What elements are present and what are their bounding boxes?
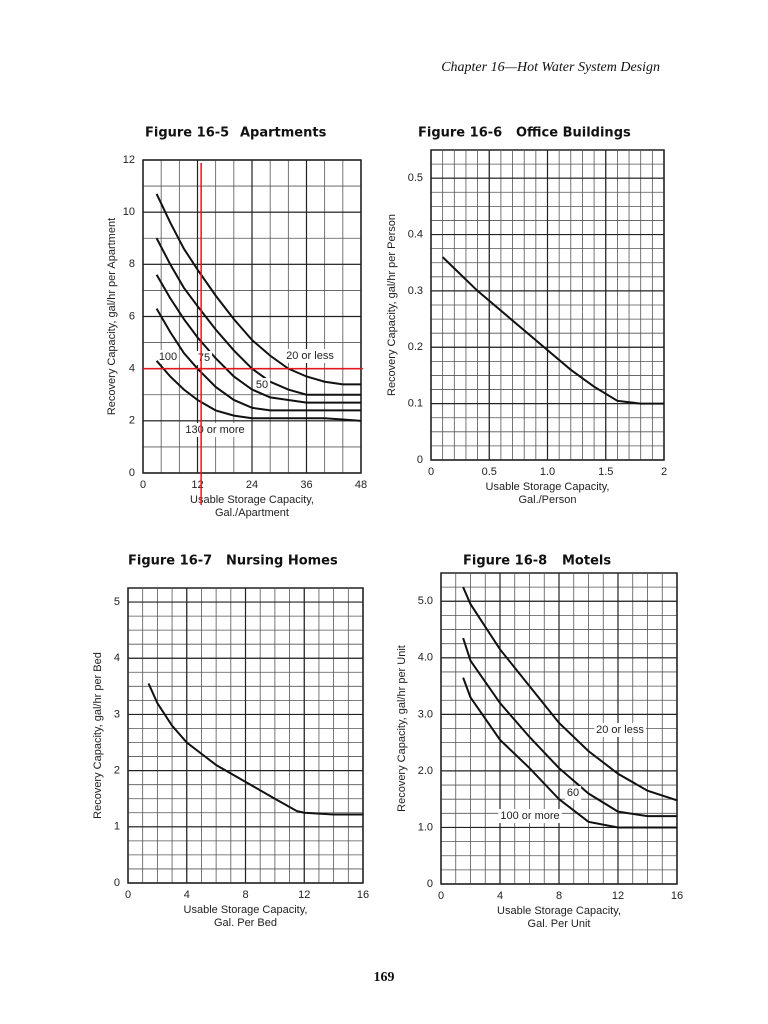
y-tick-label: 12: [123, 154, 135, 166]
series-label-bg: [253, 378, 271, 392]
x-axis-label: Gal./Person: [518, 494, 576, 506]
series-label-bg: [564, 786, 582, 800]
curve: [441, 256, 664, 405]
curve: [462, 677, 677, 829]
figure-number: Figure 16-5: [145, 126, 229, 141]
x-axis-label: Usable Storage Capacity,: [190, 494, 314, 506]
series-label-bg: [183, 423, 247, 437]
x-tick-label: 4: [184, 889, 190, 901]
y-tick-label: 0.1: [408, 398, 423, 410]
x-axis-label: Gal. Per Bed: [214, 917, 277, 929]
page-number: 169: [374, 970, 395, 985]
y-tick-label: 4.0: [418, 652, 433, 664]
y-tick-label: 4: [129, 363, 135, 375]
series-label-bg: [195, 351, 213, 365]
series-label-bg: [594, 723, 646, 737]
y-tick-label: 0.4: [408, 228, 423, 240]
x-tick-label: 16: [357, 889, 369, 901]
x-tick-label: 4: [497, 890, 503, 902]
series-label: 100 or more: [500, 810, 559, 822]
curve: [462, 637, 677, 818]
y-tick-label: 1: [114, 821, 120, 833]
x-tick-label: 12: [298, 889, 310, 901]
x-axis-label: Gal./Apartment: [215, 507, 289, 519]
x-tick-label: 8: [242, 889, 248, 901]
x-tick-label: 36: [300, 479, 312, 491]
series-label: 130 or more: [185, 424, 244, 436]
x-tick-label: 48: [355, 479, 367, 491]
y-axis-label: Recovery Capacity, gal/hr per Bed: [92, 652, 104, 819]
x-axis-label: Usable Storage Capacity,: [184, 904, 308, 916]
chart-title: Motels: [562, 554, 611, 569]
y-tick-label: 10: [123, 206, 135, 218]
header: Chapter 16—Hot Water System Design: [441, 60, 660, 75]
y-tick-label: 1.0: [418, 821, 433, 833]
x-tick-label: 1.5: [598, 466, 613, 478]
x-tick-label: 16: [671, 890, 683, 902]
series-label: 50: [256, 379, 268, 391]
y-tick-label: 0.2: [408, 341, 423, 353]
y-tick-label: 2.0: [418, 765, 433, 777]
y-tick-label: 0: [417, 454, 423, 466]
y-tick-label: 2: [129, 415, 135, 427]
series-label: 20 or less: [596, 724, 644, 736]
series-label: 75: [198, 352, 210, 364]
chart-title: Office Buildings: [516, 126, 631, 141]
series-label-bg: [156, 350, 180, 364]
curve: [462, 586, 678, 802]
curve: [155, 360, 362, 422]
x-tick-label: 12: [612, 890, 624, 902]
chart-title: Nursing Homes: [226, 554, 338, 569]
series-label: 20 or less: [286, 350, 334, 362]
y-tick-label: 0: [129, 467, 135, 479]
y-tick-label: 3.0: [418, 708, 433, 720]
series-label: 60: [567, 787, 579, 799]
x-tick-label: 1.0: [540, 466, 555, 478]
x-tick-label: 2: [661, 466, 667, 478]
x-tick-label: 0.5: [482, 466, 497, 478]
y-tick-label: 0: [427, 878, 433, 890]
x-tick-label: 0: [428, 466, 434, 478]
series-label-bg: [498, 809, 562, 823]
figure-number: Figure 16-8: [463, 554, 547, 569]
curve: [155, 274, 361, 404]
y-tick-label: 5: [114, 596, 120, 608]
y-tick-label: 6: [129, 310, 135, 322]
x-tick-label: 8: [556, 890, 562, 902]
y-tick-label: 5.0: [418, 595, 433, 607]
y-tick-label: 0.3: [408, 285, 423, 297]
y-axis-label: Recovery Capacity, gal/hr per Unit: [396, 645, 408, 812]
x-tick-label: 0: [140, 479, 146, 491]
x-axis-label: Usable Storage Capacity,: [497, 905, 621, 917]
y-tick-label: 4: [114, 652, 120, 664]
x-tick-label: 0: [438, 890, 444, 902]
y-tick-label: 3: [114, 708, 120, 720]
y-axis-label: Recovery Capacity, gal/hr per Apartment: [106, 218, 118, 415]
curve: [155, 193, 361, 386]
curve: [147, 683, 363, 816]
figure-number: Figure 16-6: [418, 126, 502, 141]
y-axis-label: Recovery Capacity, gal/hr per Person: [386, 214, 398, 396]
x-tick-label: 0: [125, 889, 131, 901]
x-axis-label: Usable Storage Capacity,: [486, 481, 610, 493]
series-label-bg: [284, 349, 336, 363]
x-axis-label: Gal. Per Unit: [528, 918, 591, 930]
y-tick-label: 2: [114, 765, 120, 777]
figure-number: Figure 16-7: [128, 554, 212, 569]
x-tick-label: 24: [246, 479, 258, 491]
y-tick-label: 0: [114, 877, 120, 889]
y-tick-label: 8: [129, 258, 135, 270]
chart-title: Apartments: [240, 126, 327, 141]
series-label: 100: [159, 351, 177, 363]
curve: [155, 308, 361, 412]
y-tick-label: 0.5: [408, 172, 423, 184]
